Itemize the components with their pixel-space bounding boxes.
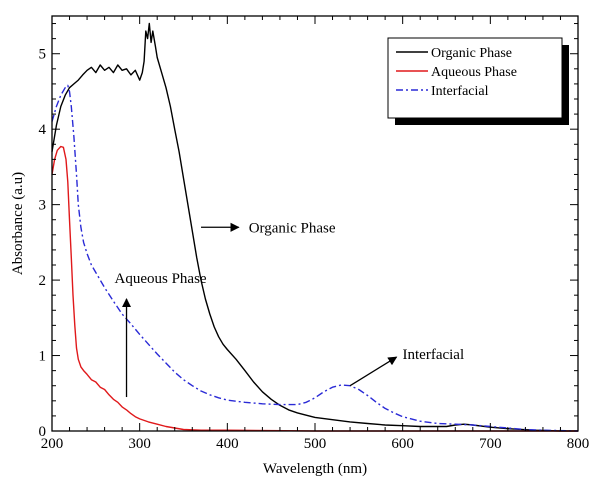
y-tick-label: 2 [39,273,47,289]
ticks-layer: 200 300 400 500 600 700 800 0 1 2 3 4 5 [39,16,590,452]
legend-label: Interfacial [431,84,489,99]
series-layer [51,22,579,432]
x-tick-label: 600 [391,436,414,452]
y-tick-label: 5 [39,47,47,63]
annotation-arrow [349,356,398,387]
y-tick-label: 1 [39,349,47,365]
y-tick-label: 4 [39,122,47,138]
series-line-aqueous-phase [51,145,578,432]
x-tick-label: 200 [41,436,64,452]
x-tick-label: 700 [479,436,502,452]
series-line-organic-phase [51,22,578,432]
x-tick-label: 400 [216,436,239,452]
series-line-interfacial [51,84,579,432]
x-tick-label: 500 [304,436,327,452]
annotation-label: Aqueous Phase [115,271,207,287]
annotation-label: Organic Phase [249,220,336,236]
x-axis-title: Wavelength (nm) [263,461,367,477]
y-tick-label: 0 [39,424,47,440]
legend: Organic Phase Aqueous Phase Interfacial [387,37,569,125]
y-axis-title: Absorbance (a.u) [10,172,26,275]
legend-label: Aqueous Phase [431,65,517,80]
legend-label: Organic Phase [431,46,512,61]
x-tick-label: 300 [128,436,151,452]
legend-items: Organic Phase Aqueous Phase Interfacial [396,46,517,99]
x-tick-label: 800 [567,436,590,452]
y-tick-label: 3 [39,198,47,214]
annotation-label: Interfacial [403,347,465,363]
annotations-layer: Organic Phase Aqueous Phase Interfacial [115,220,465,398]
